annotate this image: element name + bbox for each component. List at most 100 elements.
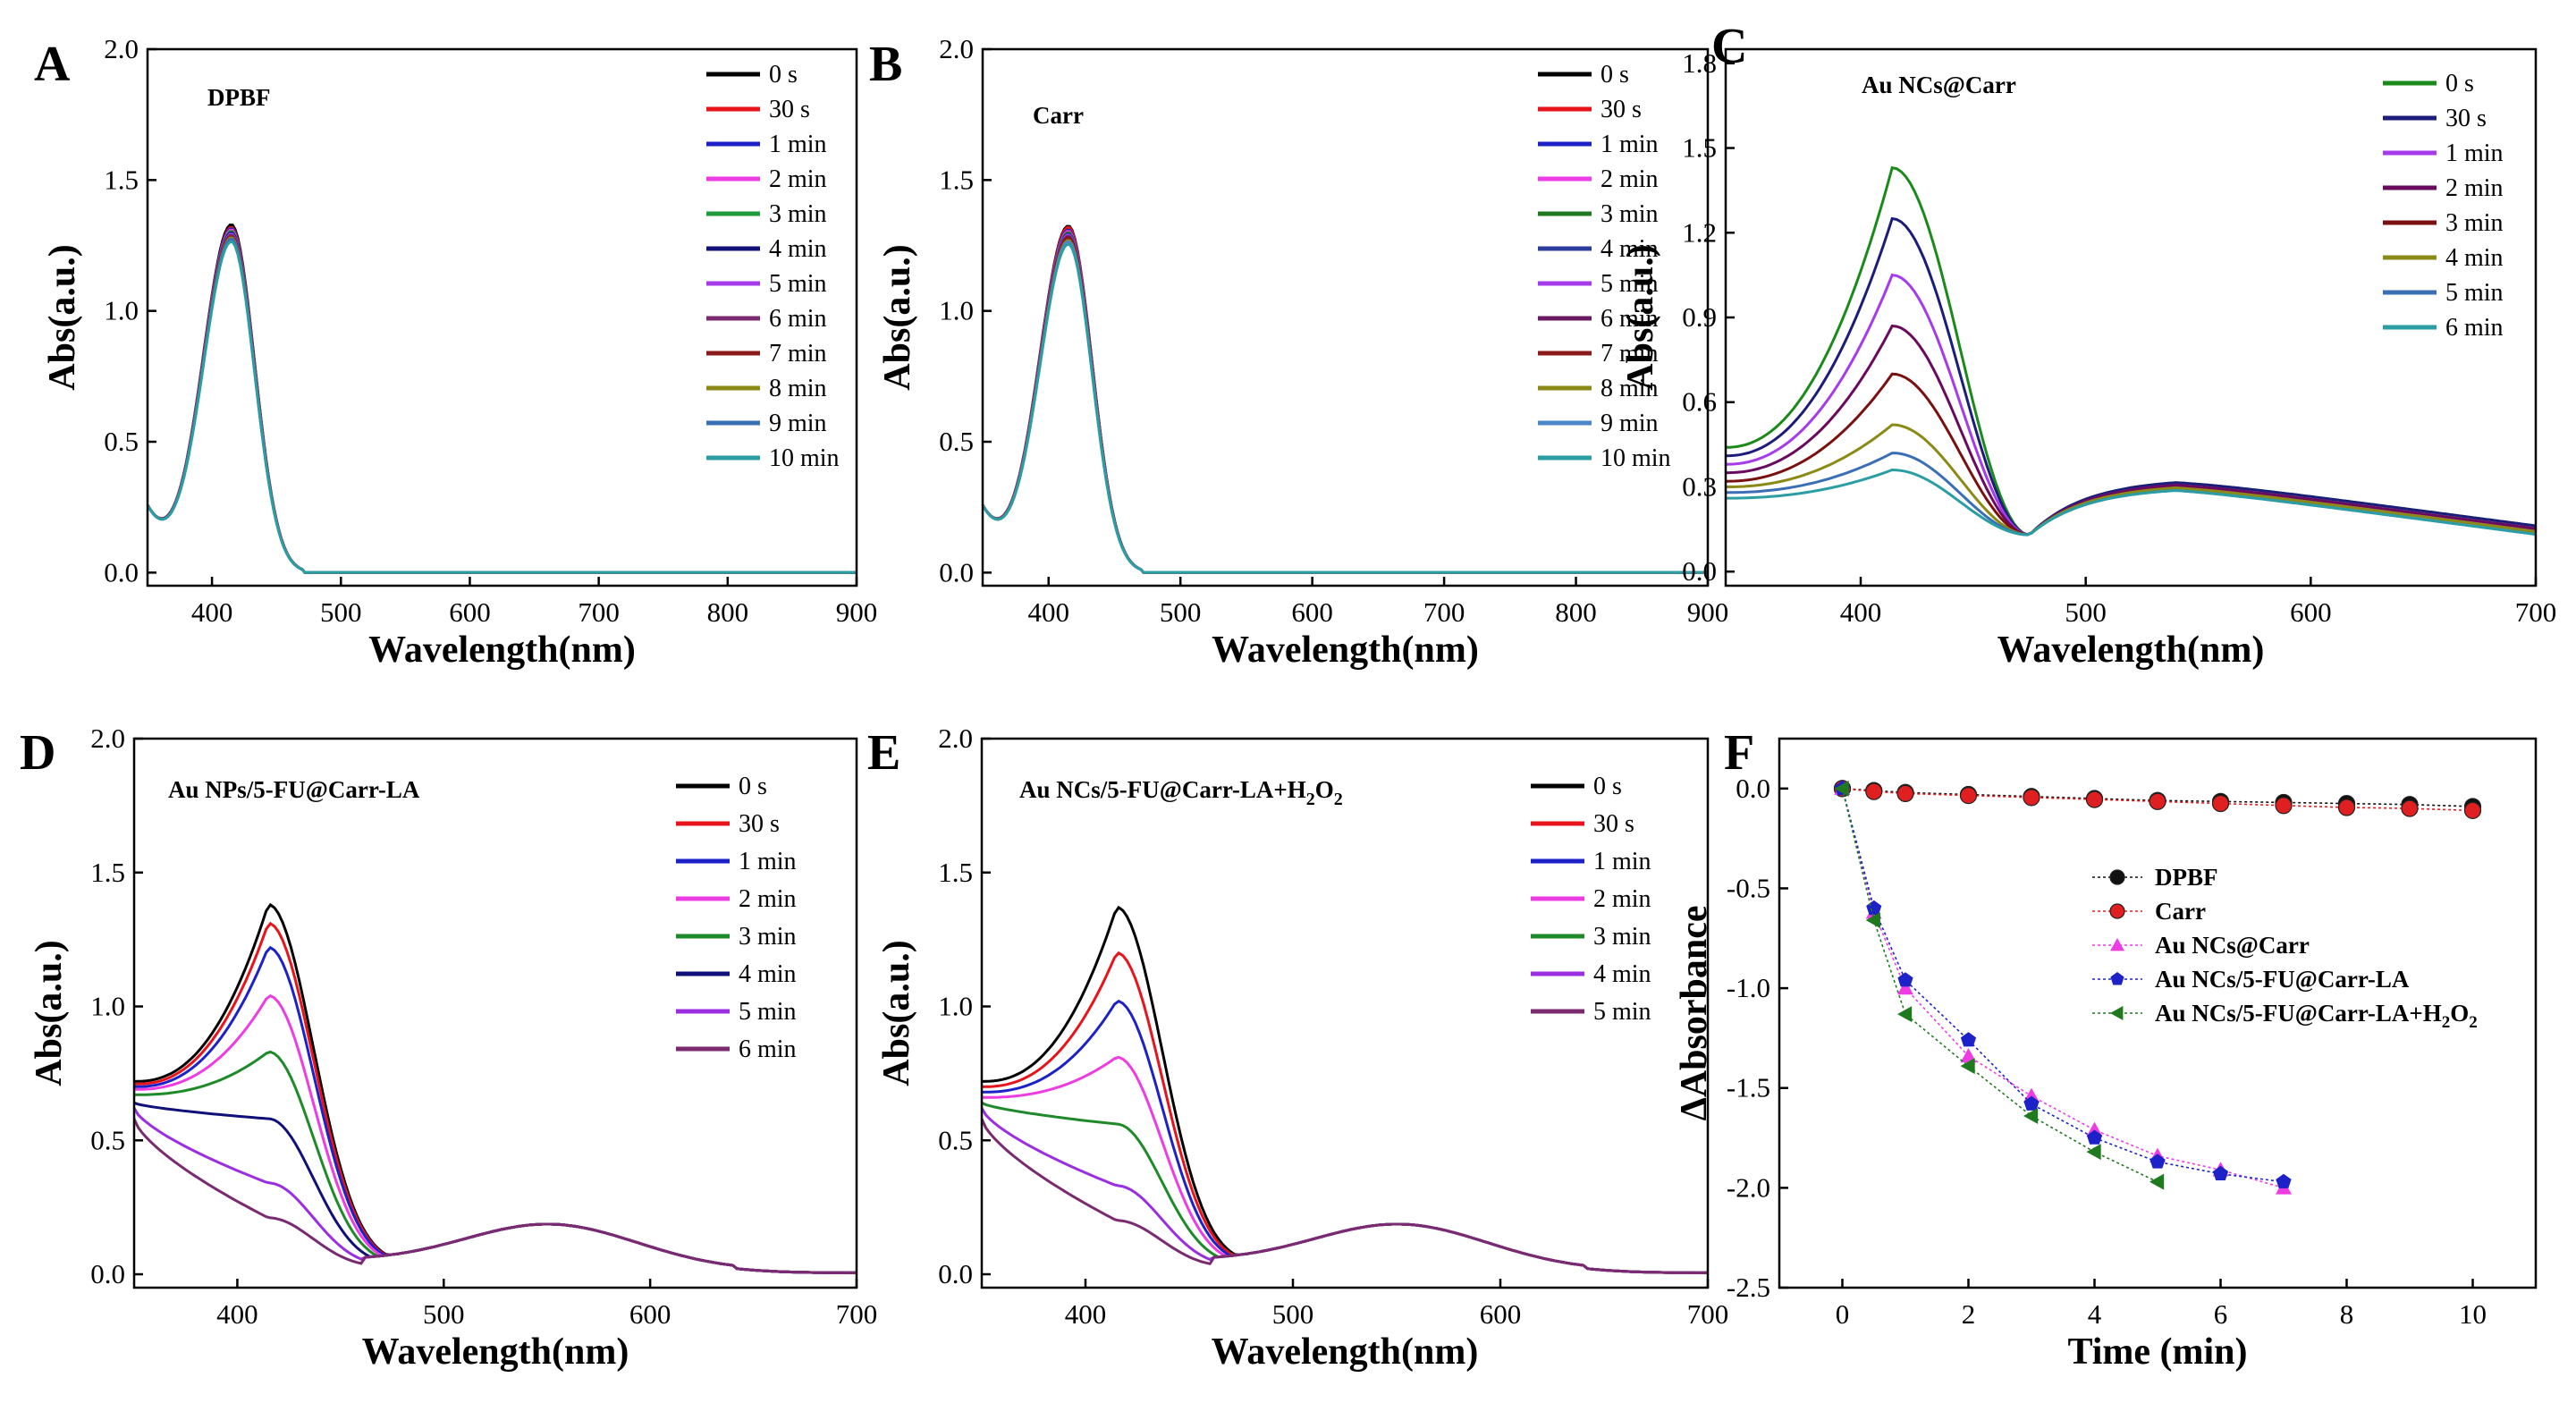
data-point [2109,903,2125,919]
legend-label: 2 min [2445,174,2504,202]
y-tick-label: 0.5 [939,426,974,457]
x-tick-label: 800 [1555,596,1597,628]
y-tick-label: 1.5 [938,857,973,888]
y-tick-label: 1.0 [938,991,973,1022]
chart-title: Carr [1033,102,1084,129]
x-tick-label: 600 [1291,596,1333,628]
series-line [1842,788,2473,812]
legend-label: 9 min [769,410,827,437]
data-point [1959,787,1978,805]
legend-label: Au NCs/5-FU@Carr-LA+H2O2 [2155,1000,2478,1032]
y-axis-title: Abs(a.u.) [29,940,70,1086]
legend-label: 30 s [1593,810,1634,838]
legend-label: 4 min [1600,235,1659,263]
y-tick-label: 1.0 [90,991,125,1022]
series-line [983,232,1708,574]
legend-label: Au NCs@Carr [2155,932,2310,959]
x-tick-label: 700 [1687,1298,1729,1330]
legend-label: 0 s [769,61,798,89]
x-tick-label: 8 [2340,1298,2354,1330]
panel-letter: E [867,725,900,781]
x-tick-label: 0 [1836,1298,1850,1330]
series-line [982,1055,1708,1274]
data-point [1960,1032,1977,1047]
data-point [2401,799,2419,817]
legend-label: 6 min [1600,305,1659,333]
series-line [1726,423,2536,537]
series-line [134,1107,857,1274]
legend-label: 1 min [1593,848,1651,875]
y-tick-label: 0.0 [104,556,139,587]
data-point [2086,1129,2103,1145]
series-line [1726,324,2536,537]
data-point [2023,1095,2040,1111]
data-point [2149,1154,2166,1169]
plot-area [148,223,857,574]
data-point [2023,789,2040,807]
x-tick-label: 700 [578,596,620,628]
x-tick-label: 800 [707,596,749,628]
legend-label: 2 min [769,165,827,193]
x-axis-title: Wavelength(nm) [368,630,636,671]
legend-label: Carr [2155,898,2206,925]
y-tick-label: 1.5 [104,164,139,195]
legend-label: 4 min [739,960,797,988]
legend-label: 2 min [1600,165,1659,193]
series-line [148,225,857,574]
series-line [134,1118,857,1274]
data-point [2023,1087,2040,1103]
data-point [2149,792,2166,810]
data-point [2086,1144,2101,1161]
y-tick-label: 0.9 [1682,301,1717,333]
x-tick-label: 700 [1423,596,1465,628]
x-tick-label: 500 [320,596,362,628]
legend-label: 5 min [1600,270,1659,298]
data-point [2211,794,2230,813]
legend-label: 30 s [769,96,810,123]
y-tick-label: 0.5 [104,426,139,457]
x-tick-label: 400 [191,596,233,628]
plot-frame [1724,47,2538,587]
y-tick-label: 2.0 [938,723,973,754]
y-tick-label: 1.0 [939,295,974,326]
x-tick-label: 600 [2290,596,2332,628]
series-line [1842,788,2473,807]
legend-label: 1 min [739,848,797,875]
legend-label: 0 s [739,773,767,800]
legend-label: 3 min [1600,200,1659,228]
data-point [2110,1006,2124,1020]
chart-title: Au NCs@Carr [1862,72,2016,98]
series-line [1726,216,2536,537]
x-tick-label: 500 [2065,596,2107,628]
data-point [1897,980,1913,995]
series-line [1841,788,2158,1183]
series-line [148,238,857,574]
series-line [1726,468,2536,537]
plot-area [983,224,1708,574]
x-tick-label: 600 [449,596,491,628]
series-line [982,1101,1708,1274]
plot-frame [132,737,858,1289]
legend-label: 7 min [1600,340,1659,368]
y-tick-label: -2.0 [1727,1171,1770,1203]
data-point [1865,782,1883,800]
x-tick-label: 500 [1160,596,1202,628]
legend-label: 4 min [2445,244,2504,272]
series-line [134,1050,857,1274]
legend-label: 8 min [1600,375,1659,402]
y-axis-title: ΔAbsorbance [1674,905,1715,1120]
data-point [2110,938,2124,951]
legend-label: 9 min [1600,410,1659,437]
panel-letter: A [34,37,71,92]
x-tick-label: 600 [1480,1298,1522,1330]
series-line [983,233,1708,574]
panel-letter: C [1711,19,1747,74]
legend-label: 1 min [1600,131,1659,158]
y-tick-label: 1.5 [1682,132,1717,164]
data-point [1897,1006,1913,1023]
x-tick-label: 10 [2459,1298,2487,1330]
y-axis-title: Abs(a.u.) [42,244,83,390]
legend-label: 30 s [739,810,780,838]
legend-label: 8 min [769,375,827,402]
y-tick-label: -1.5 [1727,1072,1770,1103]
